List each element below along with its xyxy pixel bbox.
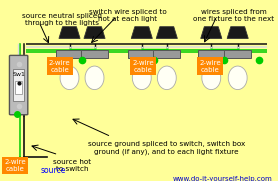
Bar	[153, 50, 180, 58]
Polygon shape	[59, 27, 80, 39]
Text: source neutral spliced
through to the lights: source neutral spliced through to the li…	[22, 13, 102, 26]
Ellipse shape	[60, 66, 79, 90]
Text: Sw1: Sw1	[13, 72, 25, 77]
Text: 2-wire
cable: 2-wire cable	[132, 60, 154, 73]
Text: source: source	[40, 166, 66, 175]
Bar	[224, 50, 251, 58]
Ellipse shape	[202, 66, 221, 90]
Text: switch wire spliced to
hot at each light: switch wire spliced to hot at each light	[89, 9, 167, 22]
Polygon shape	[156, 27, 177, 39]
Bar	[81, 50, 108, 58]
Ellipse shape	[157, 66, 176, 90]
Text: 2-wire
cable: 2-wire cable	[199, 60, 221, 73]
Text: 2-wire
cable: 2-wire cable	[49, 60, 71, 73]
Polygon shape	[227, 27, 248, 39]
Polygon shape	[131, 27, 152, 39]
Bar	[56, 50, 83, 58]
Bar	[13, 69, 24, 101]
Text: www.do-it-yourself-help.com: www.do-it-yourself-help.com	[173, 176, 272, 181]
Text: 2-wire
cable: 2-wire cable	[4, 159, 26, 172]
Bar	[15, 81, 22, 94]
Ellipse shape	[85, 66, 104, 90]
Text: wires spliced from
one fixture to the next: wires spliced from one fixture to the ne…	[193, 9, 274, 22]
Text: source hot
to switch: source hot to switch	[53, 159, 91, 172]
Polygon shape	[201, 27, 222, 39]
Ellipse shape	[228, 66, 247, 90]
Bar	[128, 50, 155, 58]
Ellipse shape	[132, 66, 151, 90]
FancyBboxPatch shape	[9, 55, 28, 115]
Text: source ground spliced to switch, switch box
ground (if any), and to each light f: source ground spliced to switch, switch …	[88, 141, 245, 155]
Bar	[198, 50, 225, 58]
Polygon shape	[84, 27, 105, 39]
